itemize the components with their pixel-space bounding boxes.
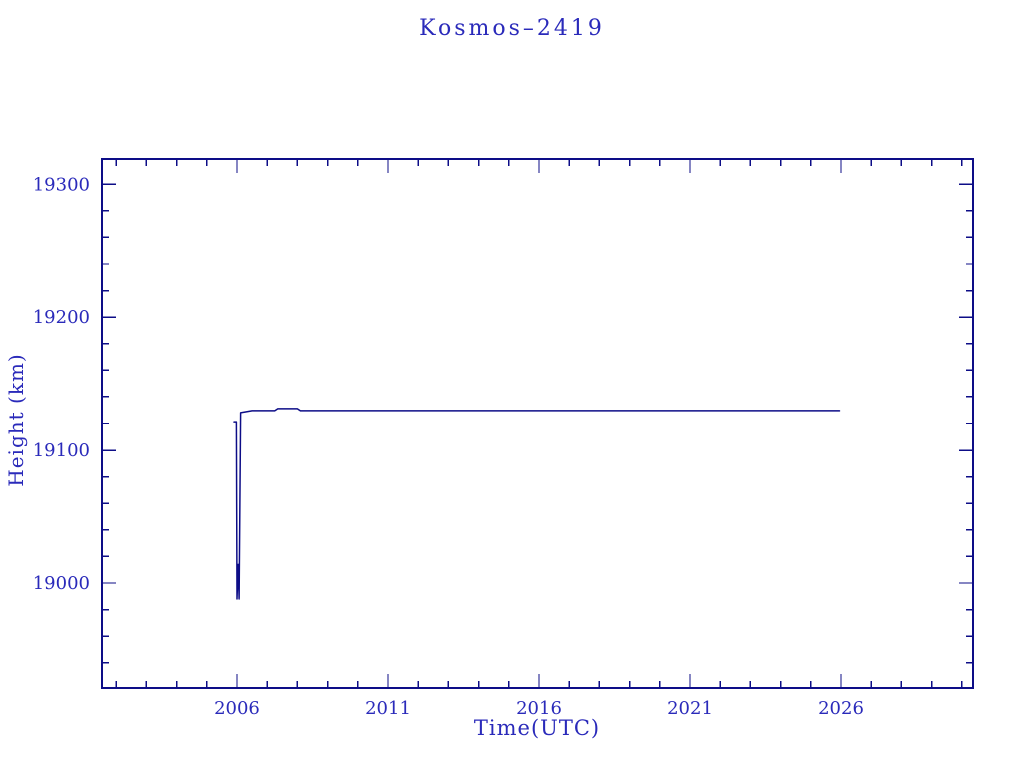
x-tick-labels: 2006 2011 2016 2021 2026: [214, 698, 864, 719]
y-ticks: [102, 183, 973, 664]
y-tick-labels: 19000 19100 19200 19300: [33, 174, 90, 594]
axis-frame: [101, 158, 974, 689]
x-ticks: [115, 159, 963, 688]
x-tick-label: 2016: [516, 698, 562, 719]
x-tick-label: 2026: [818, 698, 864, 719]
x-tick-label: 2011: [365, 698, 411, 719]
x-tick-label: 2006: [214, 698, 260, 719]
data-line-height: [233, 408, 841, 600]
y-tick-label: 19300: [33, 174, 90, 195]
y-tick-label: 19000: [33, 573, 90, 594]
chart-title: Kosmos–2419: [419, 16, 605, 41]
y-tick-label: 19100: [33, 440, 90, 461]
y-tick-label: 19200: [33, 307, 90, 328]
x-axis-label: Time(UTC): [473, 716, 601, 740]
x-tick-label: 2021: [667, 698, 713, 719]
